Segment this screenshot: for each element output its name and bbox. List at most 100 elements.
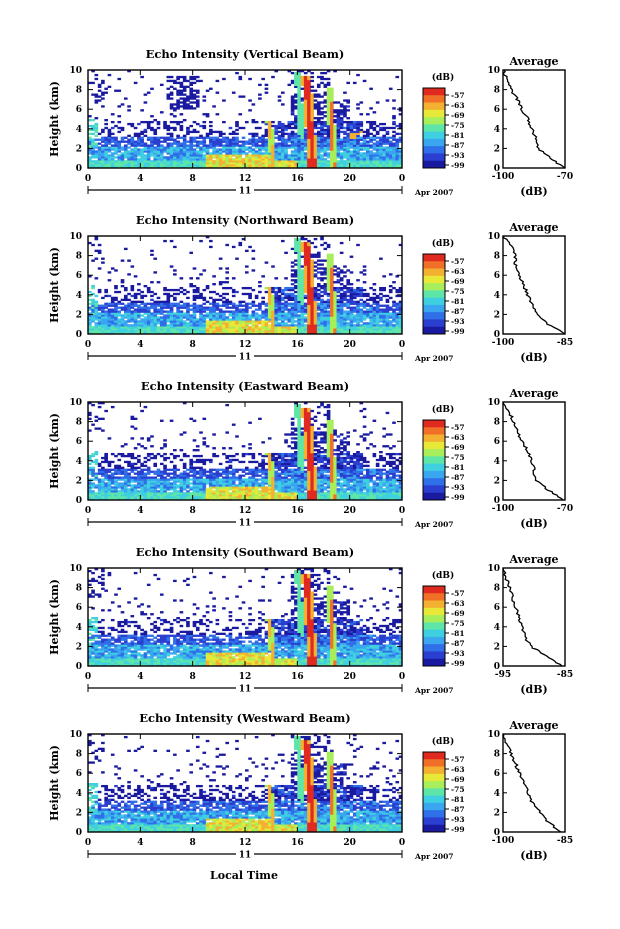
- heatmap-cell: [372, 322, 377, 325]
- heatmap-cell: [388, 273, 393, 276]
- heatmap-cell: [333, 144, 337, 147]
- heatmap-cell: [307, 286, 311, 290]
- heatmap-cell: [339, 288, 344, 292]
- heatmap-cell: [271, 326, 275, 329]
- heatmap-cell: [199, 146, 203, 149]
- heatmap-cell: [349, 330, 354, 333]
- heatmap-cell: [294, 95, 298, 98]
- heatmap-cell: [349, 255, 354, 258]
- heatmap-cell: [130, 154, 135, 157]
- heatmap-cell: [303, 286, 308, 290]
- heatmap-cells: [88, 236, 403, 335]
- heatmap-cell: [359, 158, 364, 161]
- heatmap-cell: [274, 300, 279, 303]
- heatmap-cell: [150, 306, 154, 309]
- heatmap-cell: [123, 480, 128, 483]
- heatmap-cell: [264, 154, 269, 157]
- heatmap-cell: [254, 134, 259, 137]
- heatmap-cell: [339, 164, 344, 167]
- heatmap-cell: [169, 150, 174, 153]
- heatmap-cell: [382, 318, 386, 321]
- heatmap-cell: [182, 150, 187, 153]
- heatmap-cell: [310, 117, 315, 120]
- heatmap-cell: [225, 162, 229, 165]
- heatmap-cell: [110, 452, 115, 456]
- heatmap-cell: [382, 134, 386, 137]
- heatmap-cell: [280, 290, 285, 294]
- heatmap-cell: [107, 462, 112, 466]
- heatmap-cell: [326, 87, 331, 90]
- heatmap-cell: [241, 300, 246, 303]
- heatmap-cell: [182, 330, 187, 333]
- heatmap-cell: [120, 158, 125, 161]
- heatmap-cell: [231, 330, 236, 333]
- heatmap-cell: [333, 332, 337, 335]
- heatmap-cell: [91, 496, 95, 499]
- heatmap-cell: [290, 136, 295, 139]
- x-tick-label: 0: [399, 174, 405, 184]
- heatmap-cell: [359, 128, 364, 132]
- heatmap-cell: [245, 308, 249, 311]
- heatmap-cell: [261, 322, 265, 325]
- heatmap-cell: [385, 164, 390, 167]
- heatmap-cell: [140, 478, 144, 481]
- heatmap-cell: [94, 314, 99, 317]
- heatmap-cell: [294, 154, 298, 157]
- heatmap-cell: [101, 128, 105, 132]
- heatmap-cell: [192, 136, 197, 139]
- heatmap-cell: [307, 269, 311, 272]
- heatmap-cell: [303, 140, 308, 143]
- heatmap-cell: [284, 152, 288, 155]
- heatmap-cell: [110, 324, 115, 327]
- heatmap-cell: [91, 423, 95, 426]
- heatmap-cell: [290, 113, 295, 116]
- heatmap-cell: [343, 142, 347, 145]
- heatmap-cell: [130, 478, 135, 481]
- heatmap-cell: [153, 470, 158, 473]
- heatmap-cell: [326, 320, 331, 323]
- heatmap-cell: [294, 144, 298, 147]
- heatmap-cell: [137, 144, 141, 147]
- heatmap-cell: [88, 318, 92, 321]
- heatmap-cell: [307, 89, 311, 92]
- heatmap-cell: [228, 160, 233, 163]
- heatmap-cell: [323, 290, 328, 294]
- heatmap-cell: [97, 490, 102, 493]
- heatmap-cell: [189, 158, 194, 161]
- heatmap-cell: [330, 107, 334, 110]
- heatmap-cell: [169, 166, 174, 169]
- heatmap-cell: [179, 320, 184, 323]
- heatmap-cell: [271, 164, 275, 167]
- heatmap-cell: [159, 328, 164, 331]
- heatmap-cell: [218, 130, 223, 134]
- heatmap-cell: [88, 470, 92, 473]
- heatmap-cell: [133, 486, 138, 489]
- heatmap-cell: [392, 162, 396, 165]
- heatmap-cell: [179, 75, 184, 79]
- heatmap-cell: [202, 148, 207, 151]
- heatmap-cell: [336, 109, 341, 112]
- heatmap-cell: [114, 166, 118, 169]
- heatmap-cell: [94, 117, 99, 120]
- heatmap-cell: [294, 107, 298, 110]
- heatmap-cell: [303, 136, 308, 139]
- heatmap-cell: [159, 83, 164, 87]
- heatmap-cell: [215, 140, 220, 143]
- heatmap-cell: [349, 302, 354, 305]
- heatmap-cell: [333, 134, 337, 137]
- heatmap-cell: [388, 296, 393, 300]
- heatmap-cell: [356, 330, 360, 333]
- heatmap-cell: [202, 124, 207, 128]
- heatmap-cell: [287, 120, 292, 124]
- heatmap-cell: [290, 81, 295, 85]
- heatmap-cell: [205, 136, 210, 139]
- heatmap-cell: [330, 132, 334, 136]
- heatmap-cell: [127, 259, 131, 262]
- heatmap-cell: [261, 156, 265, 159]
- heatmap-cell: [307, 105, 311, 108]
- heatmap-cell: [277, 120, 282, 124]
- heatmap-cell: [307, 117, 311, 120]
- heatmap-cell: [379, 162, 383, 165]
- heatmap-cell: [336, 267, 341, 270]
- heatmap-cell: [359, 113, 364, 116]
